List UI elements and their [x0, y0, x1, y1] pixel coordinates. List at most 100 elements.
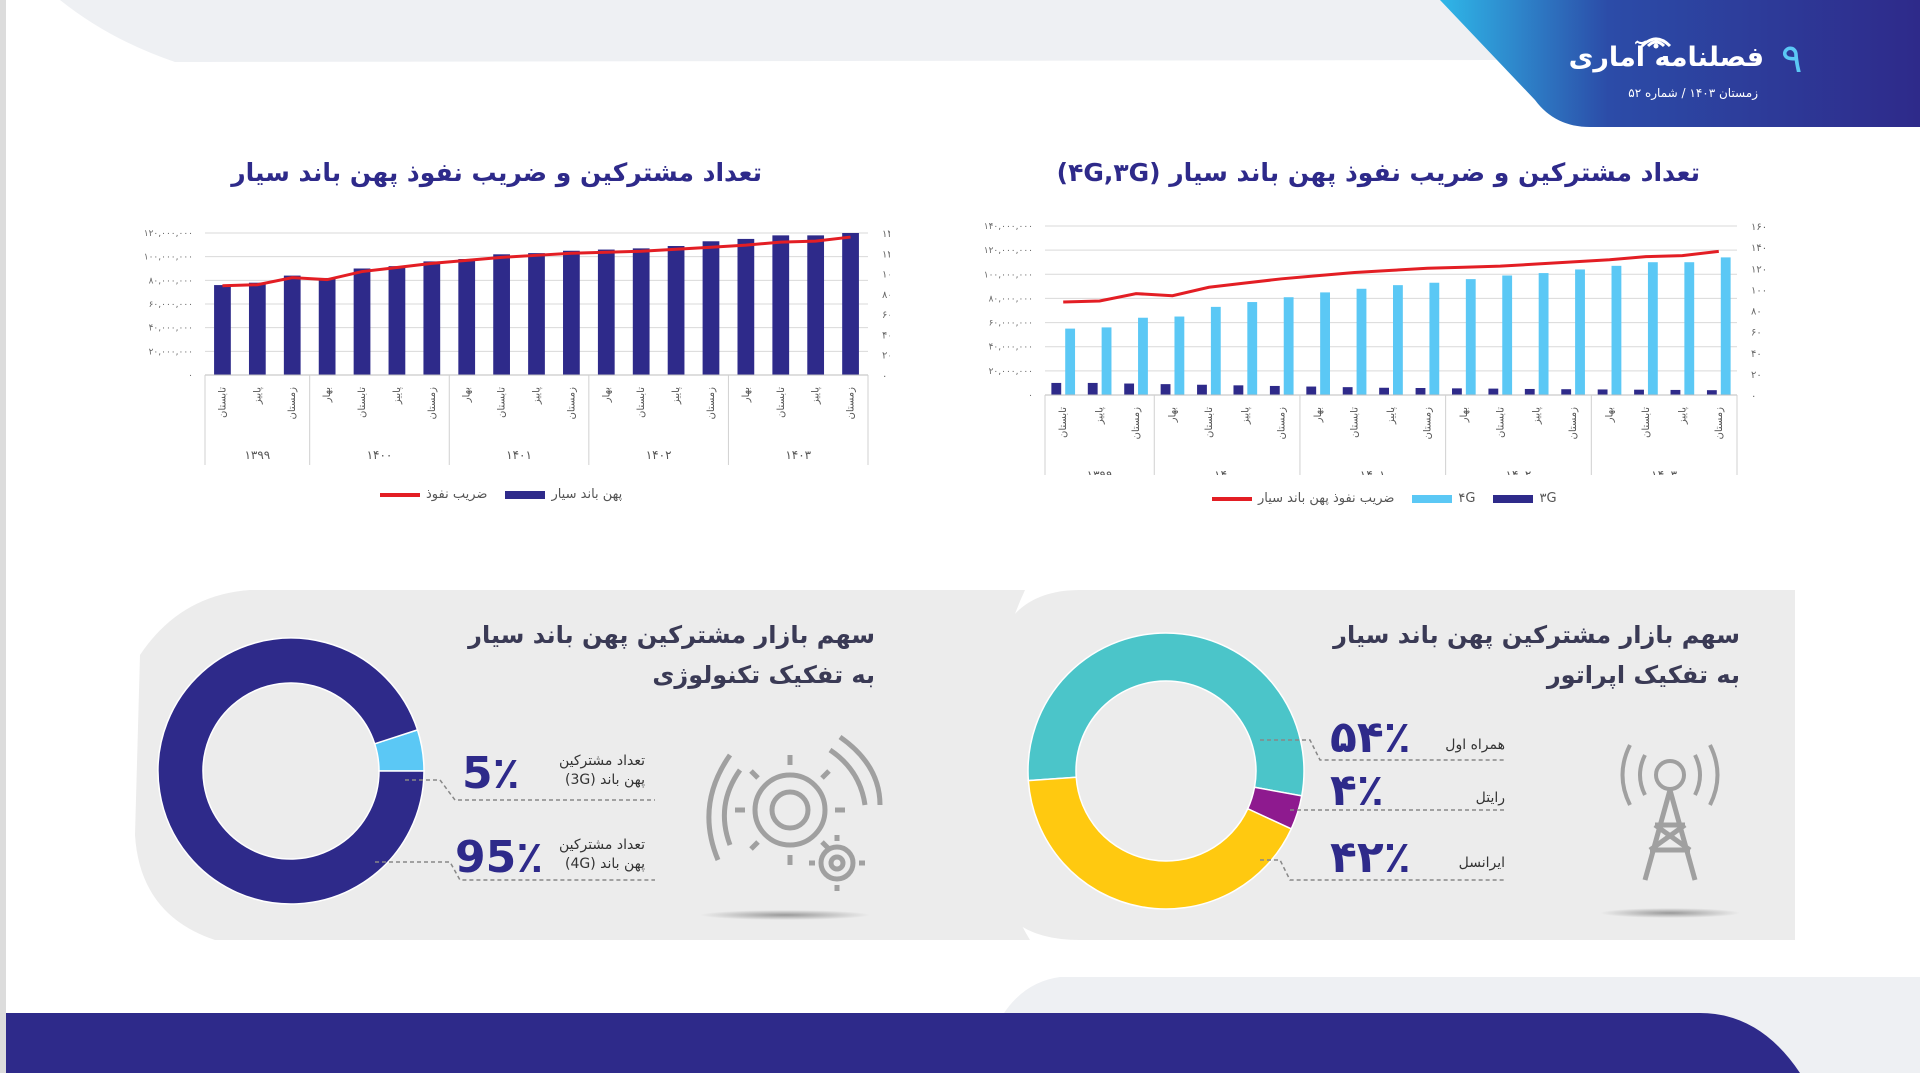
- x-tick-label: پاییز: [1240, 407, 1251, 425]
- y-right-tick-label: ۱۴۰: [1751, 243, 1767, 254]
- y-right-tick-label: ۸۰: [1751, 307, 1762, 318]
- x-tick-label: تابستان: [1058, 407, 1069, 438]
- y-right-tick-label: ۴۰: [882, 330, 890, 341]
- panel-title-operator-line2: به تفکیک اپراتور: [1546, 661, 1740, 689]
- y-right-tick-label: ۶۰: [1751, 328, 1762, 339]
- bar: [318, 277, 336, 375]
- label-4g-line2: پهن باند (4G): [564, 856, 645, 872]
- bottom-decor: [6, 977, 1920, 1073]
- bar: [1524, 388, 1535, 395]
- bar: [1647, 262, 1658, 395]
- group-label: ۱۴۰۱: [1360, 468, 1386, 475]
- line-series: [1063, 249, 1719, 304]
- y-left-tick-label: ۱۰۰,۰۰۰,۰۰۰: [144, 253, 193, 263]
- bar: [1634, 389, 1644, 395]
- legend-item: ۳G: [1493, 491, 1557, 506]
- pct-4g: 95٪: [455, 832, 544, 883]
- bar: [1283, 297, 1294, 395]
- y-right-tick-label: ۲۰: [1751, 370, 1762, 381]
- legend-label: ضریب نفوذ: [426, 487, 488, 502]
- legend-swatch: [380, 492, 420, 497]
- y-left-tick-label: ۱۰۰,۰۰۰,۰۰۰: [984, 270, 1033, 280]
- gears-icon: [700, 734, 883, 920]
- donut-operator: [1027, 632, 1305, 910]
- pct-hamrah-aval: ۵۴٪: [1330, 712, 1411, 763]
- bar: [1538, 273, 1549, 395]
- y-right-tick-label: ۱۰۰: [882, 270, 890, 281]
- bar: [1247, 302, 1258, 395]
- chart-broadband-total: ۰ ۲۰,۰۰۰,۰۰۰ ۴۰,۰۰۰,۰۰۰ ۶۰,۰۰۰,۰۰۰ ۸۰,۰۰۰,۰۰…: [144, 229, 890, 465]
- label-rightel: رایتل: [1475, 790, 1505, 806]
- signal-icon: [1640, 37, 1672, 49]
- bar: [1415, 387, 1426, 395]
- x-tick-label: زمستان: [566, 387, 577, 420]
- y-left-tick-label: ۲۰,۰۰۰,۰۰۰: [149, 347, 193, 357]
- legend-item: ضریب نفوذ پهن باند سیار: [1212, 491, 1394, 506]
- label-3g: تعداد مشترکین پهن باند (3G): [540, 752, 645, 790]
- bar: [1611, 265, 1622, 395]
- y-left-tick-label: ۰: [188, 371, 193, 381]
- panel-title-operator-line1: سهم بازار مشترکین پهن باند سیار: [1333, 621, 1740, 649]
- legend-total: پهن باند سیار ضریب نفوذ: [380, 487, 622, 502]
- legend-swatch: [1412, 494, 1453, 503]
- x-tick-label: تابستان: [1204, 407, 1215, 438]
- bar: [632, 248, 650, 375]
- x-tick-label: تابستان: [217, 387, 228, 418]
- x-tick-label: بهار: [741, 387, 752, 403]
- bar: [667, 246, 685, 375]
- bar: [353, 268, 371, 375]
- bar: [423, 261, 441, 375]
- x-tick-label: پاییز: [1095, 407, 1106, 425]
- bar: [388, 266, 406, 375]
- x-tick-label: تابستان: [636, 387, 647, 418]
- x-tick-label: زمستان: [1131, 407, 1142, 440]
- x-tick-label: پاییز: [811, 387, 822, 405]
- x-tick-label: پاییز: [1532, 407, 1543, 425]
- x-tick-label: تابستان: [497, 387, 508, 418]
- bar: [1452, 388, 1462, 395]
- legend-item: پهن باند سیار: [505, 487, 622, 502]
- y-left-tick-label: ۱۴۰,۰۰۰,۰۰۰: [984, 222, 1033, 232]
- y-right-tick-label: ۰: [882, 371, 887, 382]
- bar: [737, 238, 755, 375]
- bar: [1210, 306, 1221, 395]
- panel-title-technology: سهم بازار مشترکین پهن باند سیار به تفکیک…: [430, 615, 875, 695]
- x-tick-label: پاییز: [1677, 407, 1688, 425]
- group-label: ۱۴۰۲: [646, 448, 672, 462]
- x-tick-label: بهار: [1167, 407, 1178, 423]
- x-tick-label: زمستان: [846, 387, 857, 420]
- y-left-tick-label: ۸۰,۰۰۰,۰۰۰: [149, 276, 193, 286]
- x-tick-label: زمستان: [706, 387, 717, 420]
- bar: [1160, 384, 1171, 395]
- bar: [1124, 383, 1135, 395]
- legend-swatch: [1493, 494, 1534, 503]
- pct-irancell: ۴۲٪: [1330, 832, 1411, 883]
- chart-title-3g-4g: تعداد مشترکین و ضریب نفوذ پهن باند سیار …: [1056, 158, 1700, 187]
- x-tick-label: بهار: [462, 387, 473, 403]
- antenna-tower-icon: [1600, 744, 1740, 918]
- pct-rightel: ۴٪: [1330, 765, 1384, 816]
- pct-3g: 5٪: [462, 748, 520, 799]
- donut-slice: [1027, 632, 1305, 797]
- group-label: ۱۴۰۰: [1214, 468, 1240, 475]
- y-right-tick-label: ۶۰: [882, 310, 890, 321]
- bar: [1233, 385, 1244, 395]
- group-label: ۱۳۹۹: [1087, 468, 1113, 475]
- bar: [563, 250, 580, 375]
- y-right-tick-label: ۱۰۰: [1751, 285, 1767, 296]
- chart-broadband-3g-4g: ۰ ۲۰,۰۰۰,۰۰۰ ۴۰,۰۰۰,۰۰۰ ۶۰,۰۰۰,۰۰۰ ۸۰,۰۰۰,۰۰…: [984, 222, 1767, 475]
- x-tick-label: بهار: [601, 387, 612, 403]
- operator-leaders: [1260, 739, 1505, 881]
- bar: [1197, 384, 1207, 395]
- label-hamrah-aval: همراه اول: [1445, 737, 1505, 753]
- x-tick-label: پاییز: [1386, 407, 1397, 425]
- y-left-tick-label: ۶۰,۰۰۰,۰۰۰: [149, 300, 193, 310]
- bar: [1306, 386, 1317, 395]
- bar: [772, 235, 790, 375]
- bar: [1393, 285, 1403, 395]
- issue-info: زمستان ۱۴۰۳ / شماره ۵۲: [1628, 86, 1758, 100]
- bar: [1356, 288, 1367, 395]
- x-tick-label: زمستان: [1714, 407, 1725, 440]
- label-3g-line2: پهن باند (3G): [564, 772, 645, 788]
- donut-technology: [157, 637, 425, 905]
